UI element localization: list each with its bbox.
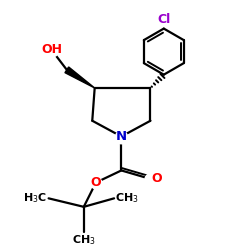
Text: O: O (90, 176, 101, 189)
Text: OH: OH (42, 43, 63, 56)
Text: O: O (152, 172, 162, 186)
Text: H$_3$C: H$_3$C (23, 191, 48, 205)
Text: CH$_3$: CH$_3$ (115, 191, 139, 205)
Text: Cl: Cl (157, 13, 170, 26)
Text: CH$_3$: CH$_3$ (72, 234, 96, 247)
Polygon shape (65, 67, 95, 88)
Text: N: N (116, 130, 127, 143)
